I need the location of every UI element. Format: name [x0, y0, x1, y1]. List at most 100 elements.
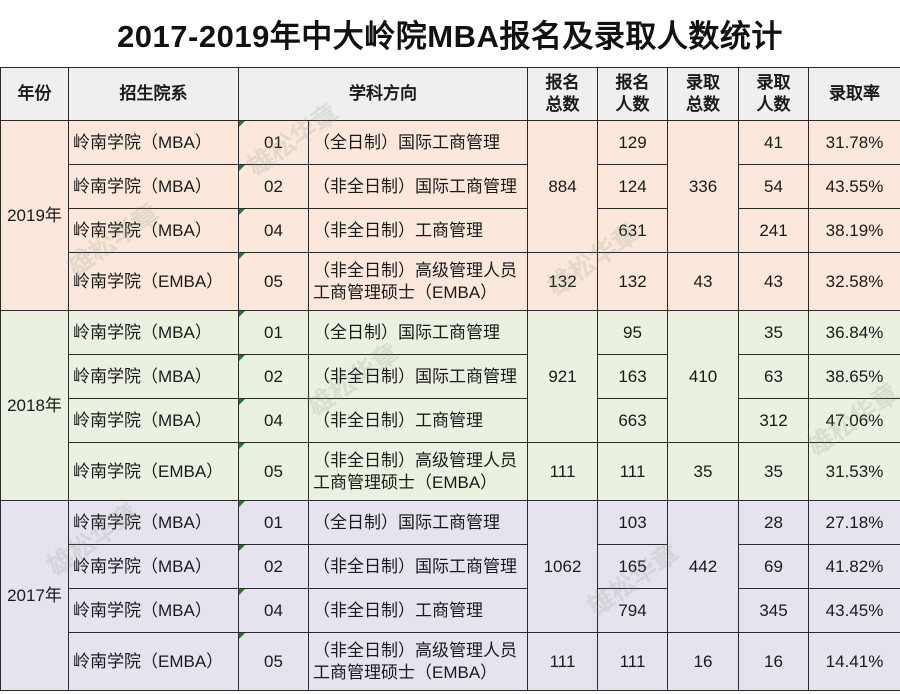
direction-cell: （非全日制）高级管理人员 工商管理硕士（EMBA）: [308, 442, 528, 501]
table-row: 2019年 岭南学院（MBA） 01 （全日制）国际工商管理 884 129 3…: [0, 120, 900, 311]
direction-cell: （非全日制）工商管理: [308, 208, 528, 253]
apply-count-cell: 129: [597, 120, 668, 165]
apply-count-cell: 631: [597, 208, 668, 253]
school-cell: 岭南学院（EMBA）: [68, 252, 239, 311]
direction-cell: （全日制）国际工商管理: [308, 500, 528, 545]
admit-count-cell: 28: [738, 500, 809, 545]
apply-count-cell: 163: [597, 354, 668, 399]
admit-total-cell: 336: [667, 120, 739, 253]
code-cell: 01: [238, 120, 309, 165]
direction-cell: （全日制）国际工商管理: [308, 310, 528, 355]
apply-total-cell: 111: [527, 632, 598, 691]
direction-cell: （非全日制）工商管理: [308, 588, 528, 633]
table-row: 岭南学院（EMBA） 05 （非全日制）高级管理人员 工商管理硕士（EMBA） 1…: [1, 252, 900, 311]
apply-total-cell: 1062: [527, 500, 598, 633]
year-cell: 2018年: [0, 310, 69, 501]
admit-count-cell: 69: [738, 544, 809, 589]
direction-cell: （非全日制）高级管理人员 工商管理硕士（EMBA）: [308, 252, 528, 311]
school-cell: 岭南学院（MBA）: [68, 310, 239, 355]
direction-cell: （非全日制）高级管理人员 工商管理硕士（EMBA）: [308, 632, 528, 691]
school-cell: 岭南学院（MBA）: [68, 208, 239, 253]
rate-cell: 36.84%: [808, 310, 900, 355]
table-row: 岭南学院（MBA） 02 （非全日制）国际工商管理 163 63 38.65%: [1, 354, 900, 399]
direction-cell: （非全日制）工商管理: [308, 398, 528, 443]
apply-count-cell: 124: [597, 164, 668, 209]
direction-cell: （全日制）国际工商管理: [308, 120, 528, 165]
header-row: 年份 招生院系 学科方向 报名 总数 报名 人数 录取 总数 录取 人数 录取率: [0, 67, 900, 121]
group-2019: 2019年 岭南学院（MBA） 01 （全日制）国际工商管理 884 129 3…: [0, 120, 900, 311]
table-row: 岭南学院（MBA） 02 （非全日制）国际工商管理 165 69 41.82%: [1, 544, 900, 589]
rate-cell: 43.45%: [808, 588, 900, 633]
school-cell: 岭南学院（MBA）: [68, 398, 239, 443]
rate-cell: 38.19%: [808, 208, 900, 253]
rate-cell: 38.65%: [808, 354, 900, 399]
admit-count-cell: 35: [738, 310, 809, 355]
admit-count-cell: 63: [738, 354, 809, 399]
header-school: 招生院系: [68, 67, 239, 121]
apply-count-cell: 111: [597, 442, 668, 501]
apply-count-cell: 165: [597, 544, 668, 589]
table-row: 岭南学院（MBA） 04 （非全日制）工商管理 794 345 43.45%: [1, 588, 900, 633]
admit-total-cell: 35: [667, 442, 739, 501]
code-cell: 04: [238, 588, 309, 633]
header-year: 年份: [0, 67, 69, 121]
table-row: 岭南学院（EMBA） 05 （非全日制）高级管理人员 工商管理硕士（EMBA） 1…: [1, 632, 900, 691]
apply-total-cell: 884: [527, 120, 598, 253]
admit-total-cell: 16: [667, 632, 739, 691]
group-2017: 2017年 岭南学院（MBA） 01 （全日制）国际工商管理 1062 103 …: [0, 500, 900, 691]
rate-cell: 31.53%: [808, 442, 900, 501]
admit-total-cell: 43: [667, 252, 739, 311]
admit-total-cell: 442: [667, 500, 739, 633]
table-row: 2018年 岭南学院（MBA） 01 （全日制）国际工商管理 921 95 41…: [0, 310, 900, 501]
direction-cell: （非全日制）国际工商管理: [308, 164, 528, 209]
apply-total-cell: 921: [527, 310, 598, 443]
direction-cell: （非全日制）国际工商管理: [308, 354, 528, 399]
admit-count-cell: 43: [738, 252, 809, 311]
admit-count-cell: 54: [738, 164, 809, 209]
code-cell: 05: [238, 442, 309, 501]
rate-cell: 32.58%: [808, 252, 900, 311]
code-cell: 01: [238, 310, 309, 355]
code-cell: 02: [238, 544, 309, 589]
header-direction: 学科方向: [238, 67, 528, 121]
header-apply-count: 报名 人数: [597, 67, 668, 121]
table-row: 岭南学院（MBA） 02 （非全日制）国际工商管理 124 54 43.55%: [1, 164, 900, 209]
rate-cell: 41.82%: [808, 544, 900, 589]
code-cell: 04: [238, 398, 309, 443]
school-cell: 岭南学院（EMBA）: [68, 442, 239, 501]
admit-count-cell: 312: [738, 398, 809, 443]
year-cell: 2019年: [0, 120, 69, 311]
school-cell: 岭南学院（MBA）: [68, 588, 239, 633]
admit-count-cell: 345: [738, 588, 809, 633]
apply-total-cell: 132: [527, 252, 598, 311]
group-2018: 2018年 岭南学院（MBA） 01 （全日制）国际工商管理 921 95 41…: [0, 310, 900, 501]
year-cell: 2017年: [0, 500, 69, 691]
header-apply-total: 报名 总数: [527, 67, 598, 121]
admit-total-cell: 410: [667, 310, 739, 443]
school-cell: 岭南学院（MBA）: [68, 544, 239, 589]
page-title: 2017-2019年中大岭院MBA报名及录取人数统计: [117, 19, 783, 54]
code-cell: 05: [238, 632, 309, 691]
rate-cell: 27.18%: [808, 500, 900, 545]
apply-count-cell: 103: [597, 500, 668, 545]
apply-count-cell: 111: [597, 632, 668, 691]
admit-count-cell: 35: [738, 442, 809, 501]
apply-count-cell: 95: [597, 310, 668, 355]
direction-cell: （非全日制）国际工商管理: [308, 544, 528, 589]
school-cell: 岭南学院（MBA）: [68, 354, 239, 399]
school-cell: 岭南学院（MBA）: [68, 164, 239, 209]
header-admit-count: 录取 人数: [738, 67, 809, 121]
school-cell: 岭南学院（MBA）: [68, 120, 239, 165]
rate-cell: 47.06%: [808, 398, 900, 443]
code-cell: 02: [238, 164, 309, 209]
header-rate: 录取率: [808, 67, 900, 121]
apply-count-cell: 132: [597, 252, 668, 311]
table-row: 岭南学院（MBA） 04 （非全日制）工商管理 663 312 47.06%: [1, 398, 900, 443]
rate-cell: 31.78%: [808, 120, 900, 165]
admit-count-cell: 16: [738, 632, 809, 691]
rate-cell: 14.41%: [808, 632, 900, 691]
code-cell: 02: [238, 354, 309, 399]
admit-count-cell: 241: [738, 208, 809, 253]
statistics-table: 年份 招生院系 学科方向 报名 总数 报名 人数 录取 总数 录取 人数 录取率 201…: [0, 67, 900, 691]
school-cell: 岭南学院（EMBA）: [68, 632, 239, 691]
